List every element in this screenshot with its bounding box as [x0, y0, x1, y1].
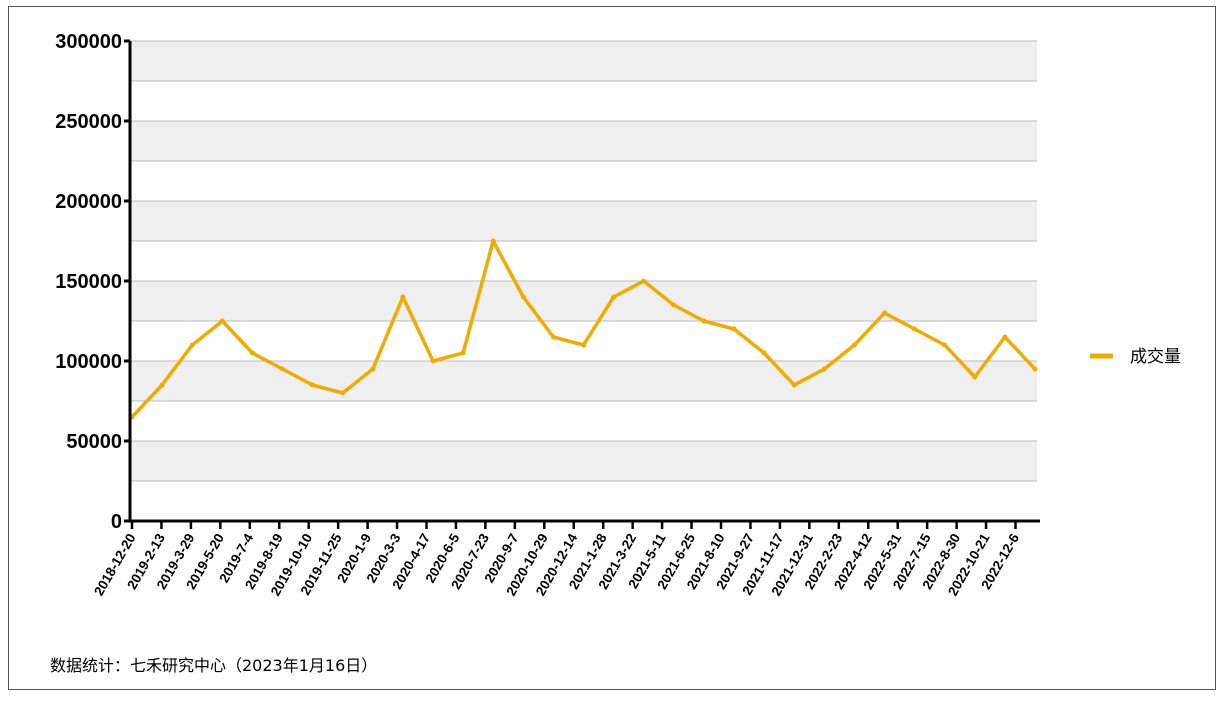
series-point — [942, 342, 948, 348]
series-point — [581, 342, 586, 348]
y-tick-label: 0 — [111, 511, 122, 533]
plot-band — [130, 281, 1037, 321]
plot-band — [130, 121, 1037, 161]
y-tick-label: 200000 — [55, 191, 122, 213]
axes — [124, 39, 1040, 523]
series-point — [249, 350, 255, 356]
series-point — [400, 294, 406, 300]
series-point — [671, 302, 677, 308]
plot-band — [130, 361, 1037, 401]
series-point — [972, 374, 978, 380]
legend-label: 成交量 — [1130, 347, 1181, 367]
series-point — [370, 366, 376, 372]
series-point — [280, 366, 285, 372]
y-tick-label: 300000 — [55, 31, 122, 53]
series-point — [791, 382, 797, 388]
series-point — [550, 334, 556, 340]
series-point — [912, 326, 918, 332]
series-point — [701, 318, 707, 324]
series-point — [340, 390, 346, 396]
y-tick-label: 250000 — [55, 111, 122, 133]
legend: 成交量 — [1090, 347, 1181, 367]
series-point — [731, 326, 737, 332]
y-tick-label: 150000 — [55, 271, 122, 293]
series-point — [1032, 366, 1038, 372]
gridlines — [130, 40, 1037, 482]
y-tick-label: 50000 — [66, 431, 122, 453]
source-note: 数据统计：七禾研究中心（2023年1月16日） — [50, 656, 378, 675]
series-point — [821, 366, 827, 372]
plot-band — [130, 441, 1037, 481]
series-point — [460, 350, 466, 356]
plot-band — [130, 201, 1037, 241]
series-point — [430, 358, 436, 364]
series-layer — [129, 238, 1038, 420]
series-point — [189, 342, 195, 348]
series-point — [1002, 334, 1008, 340]
series-point — [611, 294, 617, 300]
series-point — [641, 278, 647, 284]
series-point — [761, 350, 767, 356]
y-tick-label: 100000 — [55, 351, 122, 373]
y-axis-labels: 0 50000 100000 150000 200000 250000 300000 — [55, 31, 122, 533]
series-point — [520, 294, 526, 300]
plot-bands — [130, 41, 1037, 481]
series-point — [882, 310, 887, 316]
series-point — [310, 382, 316, 388]
chart-frame — [8, 6, 1216, 690]
series-point — [159, 382, 165, 388]
x-axis-labels: 2018-12-202019-2-132019-3-292019-5-20201… — [91, 531, 1022, 599]
series-point — [851, 342, 857, 348]
series-point — [219, 318, 225, 324]
plot-band — [130, 41, 1037, 81]
series-point — [490, 238, 496, 244]
